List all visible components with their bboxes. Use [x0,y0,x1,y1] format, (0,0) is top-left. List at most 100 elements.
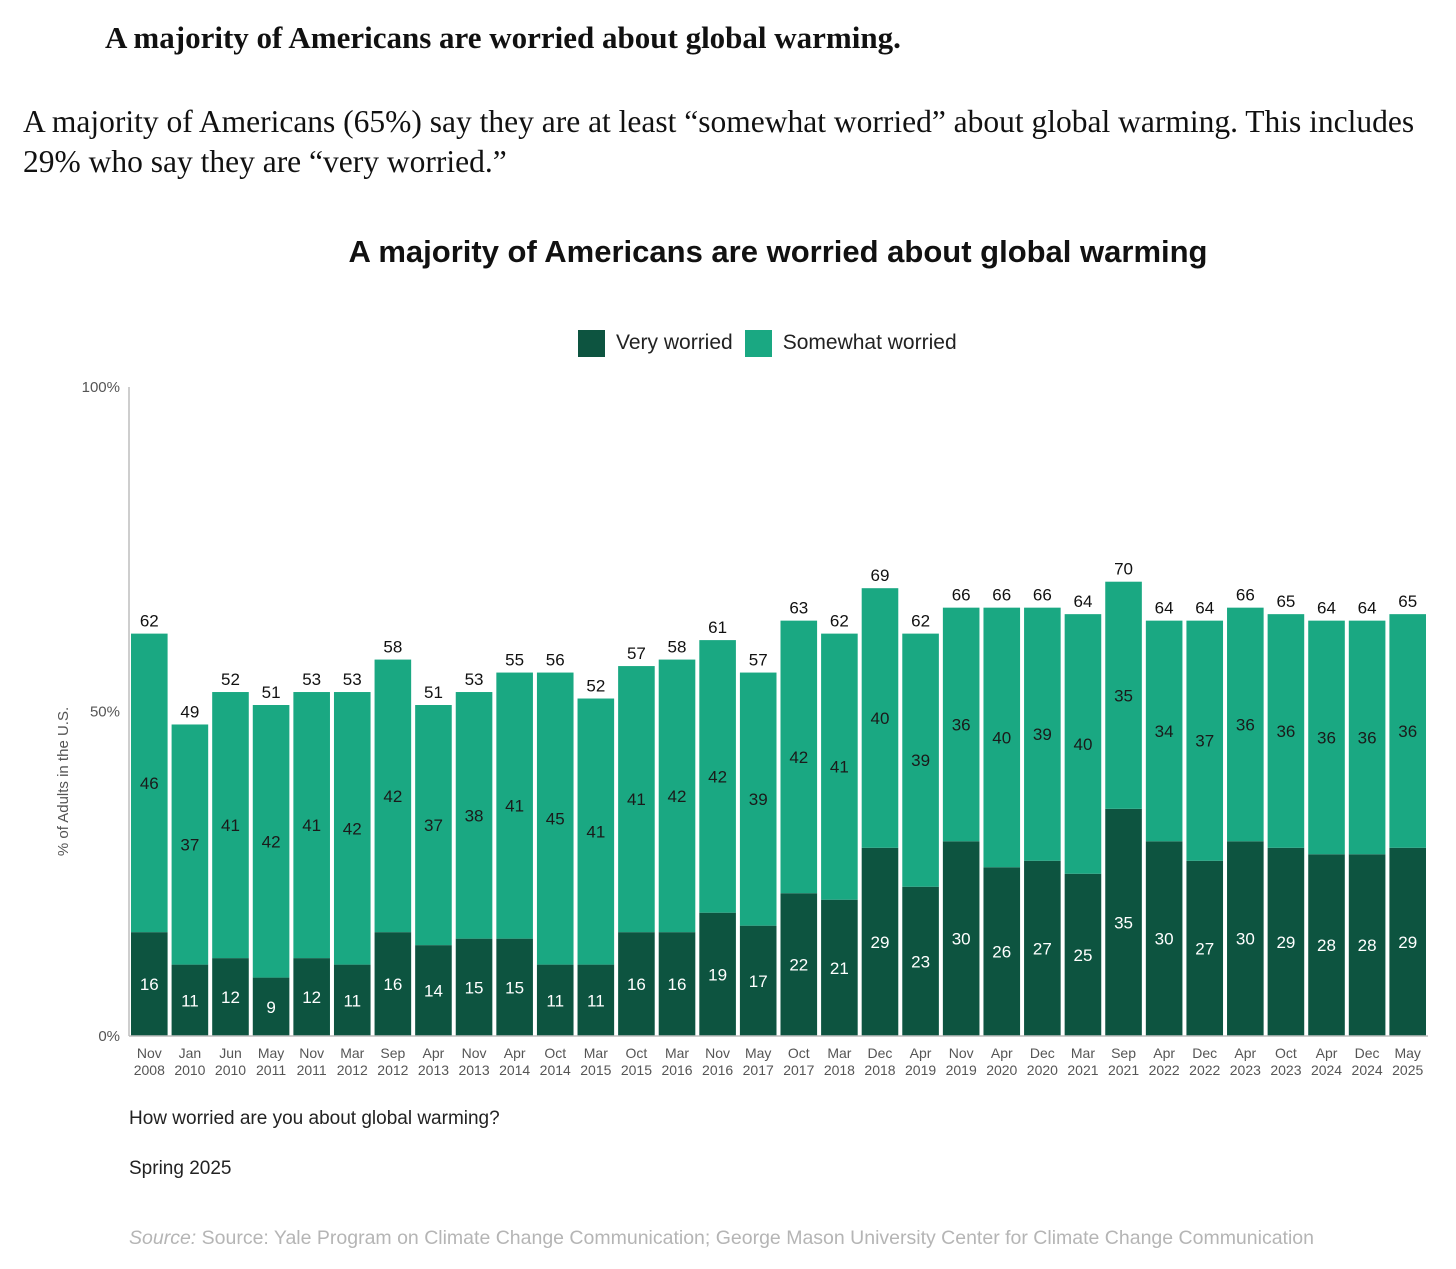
data-label-somewhat-worried: 42 [789,748,808,767]
bar-very-worried [983,867,1021,1036]
x-tick-label-year: 2012 [337,1062,368,1078]
x-tick-label-year: 2021 [1108,1062,1139,1078]
data-label-very-worried: 17 [749,972,768,991]
data-label-very-worried: 27 [1033,939,1052,958]
x-tick-label-year: 2016 [661,1062,692,1078]
x-tick-label-year: 2017 [743,1062,774,1078]
data-label-very-worried: 29 [871,933,890,952]
data-label-somewhat-worried: 42 [262,832,281,851]
bar-very-worried [699,912,736,1036]
data-label-total: 49 [180,702,199,721]
bar-somewhat-worried [902,633,939,887]
data-labels: 16 46 62 11 37 49 12 41 52 9 42 51 12 41 53 11 42 53 16 42 5… [140,560,1417,1017]
bar-somewhat-worried [699,640,736,913]
data-label-somewhat-worried: 39 [749,790,768,809]
data-label-very-worried: 28 [1317,936,1336,955]
data-label-very-worried: 23 [911,952,930,971]
data-label-total: 56 [546,651,565,670]
bar-somewhat-worried [171,724,209,965]
data-label-very-worried: 30 [952,930,971,949]
bar-very-worried [131,932,168,1036]
x-tick-label-month: Mar [1071,1045,1095,1061]
data-label-total: 64 [1358,599,1377,618]
bar-somewhat-worried [1145,620,1183,842]
x-tick-label-month: Oct [544,1045,566,1061]
data-label-somewhat-worried: 45 [546,810,565,829]
x-tick-label-month: Apr [991,1045,1013,1061]
bar-very-worried [942,841,980,1036]
bar-very-worried [496,938,533,1036]
x-tick-label-month: Dec [1192,1045,1217,1061]
bar-very-worried [1227,841,1264,1036]
data-label-very-worried: 11 [181,991,199,1010]
x-tick-label-year: 2019 [946,1062,977,1078]
bar-very-worried [780,893,818,1036]
x-tick-label-year: 2010 [215,1062,246,1078]
data-label-total: 55 [505,651,524,670]
data-label-very-worried: 25 [1073,946,1092,965]
data-label-somewhat-worried: 42 [668,787,687,806]
bar-very-worried [333,964,371,1036]
x-tick-label-year: 2024 [1352,1062,1383,1078]
x-tick-label-month: Nov [462,1045,487,1061]
x-tick-label-year: 2023 [1270,1062,1301,1078]
data-label-total: 61 [708,618,727,637]
data-label-somewhat-worried: 36 [1398,722,1417,741]
data-label-very-worried: 12 [221,988,240,1007]
bar-very-worried [739,925,777,1036]
x-tick-label-year: 2022 [1149,1062,1180,1078]
x-tick-label-month: May [258,1045,284,1061]
data-label-very-worried: 14 [424,982,443,1001]
x-tick-label-year: 2025 [1392,1062,1423,1078]
data-label-somewhat-worried: 41 [586,823,605,842]
bar-somewhat-worried [983,607,1021,868]
bar-very-worried [293,958,330,1036]
data-label-somewhat-worried: 41 [302,816,321,835]
chart-legend: Very worried Somewhat worried [578,329,969,357]
chart-title: A majority of Americans are worried abou… [348,234,1208,269]
x-axis: Nov2008Jan2010Jun2010May2011Nov2011Mar20… [129,1035,1428,1078]
x-tick-label-year: 2024 [1311,1062,1342,1078]
chart-source: Source: Source: Yale Program on Climate … [129,1227,1314,1250]
bar-very-worried [374,932,412,1036]
x-tick-label-year: 2017 [783,1062,814,1078]
data-label-total: 51 [262,683,281,702]
x-tick-label-year: 2020 [986,1062,1017,1078]
data-label-very-worried: 12 [302,988,321,1007]
x-tick-label-year: 2014 [540,1062,571,1078]
data-label-very-worried: 9 [266,998,275,1017]
x-tick-label-month: Jan [179,1045,202,1061]
x-tick-label-year: 2018 [864,1062,895,1078]
bar-somewhat-worried [496,672,533,939]
data-label-very-worried: 21 [830,959,849,978]
data-label-very-worried: 16 [383,975,402,994]
data-label-total: 66 [1236,586,1255,605]
bar-somewhat-worried [212,692,249,959]
x-tick-label-year: 2008 [134,1062,165,1078]
bar-somewhat-worried [536,672,574,965]
data-label-total: 66 [952,586,971,605]
data-label-somewhat-worried: 41 [627,790,646,809]
bar-somewhat-worried [415,705,452,946]
data-label-somewhat-worried: 36 [952,715,971,734]
data-label-very-worried: 28 [1358,936,1377,955]
x-tick-label-month: Apr [1234,1045,1256,1061]
data-label-total: 65 [1276,592,1295,611]
data-label-somewhat-worried: 40 [992,728,1011,747]
x-tick-label-month: Apr [910,1045,932,1061]
bar-very-worried [1145,841,1183,1036]
bar-very-worried [455,938,493,1036]
bar-very-worried [658,932,696,1036]
stacked-bar-chart: 0%50%100%% of Adults in the U.S. 1646621… [55,379,1428,1078]
bar-somewhat-worried [374,659,412,933]
bar-somewhat-worried [739,672,777,926]
data-label-very-worried: 16 [140,975,159,994]
y-axis-title: % of Adults in the U.S. [55,707,72,856]
data-label-total: 57 [627,644,646,663]
data-label-total: 62 [140,612,159,631]
x-tick-label-year: 2016 [702,1062,733,1078]
data-label-somewhat-worried: 41 [830,758,849,777]
y-axis: 0% 50% 100% % of Adults in the U.S. [55,379,130,1045]
x-tick-label-year: 2019 [905,1062,936,1078]
x-tick-label-year: 2014 [499,1062,530,1078]
